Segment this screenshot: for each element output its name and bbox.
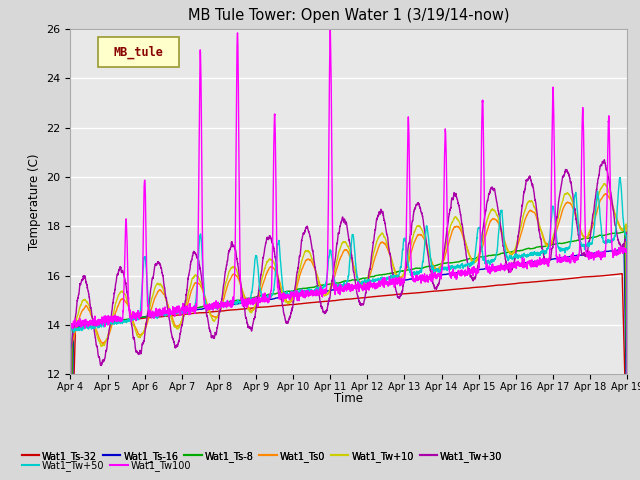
Wat1_Tw+30 — [623, 230, 630, 236]
Wat1_Ts-32 — [505, 281, 513, 287]
Wat1_Tw+30 — [600, 157, 608, 163]
Wat1_Tw100 — [166, 309, 174, 315]
Wat1_Ts0 — [623, 311, 630, 317]
Wat1_Tw100 — [506, 263, 513, 268]
Wat1_Ts-32 — [618, 271, 626, 276]
Wat1_Tw+50 — [616, 175, 623, 180]
Wat1_Ts-32 — [328, 298, 336, 304]
Wat1_Ts0 — [328, 282, 336, 288]
Wat1_Ts-16 — [328, 287, 336, 293]
Wat1_Tw+30 — [443, 229, 451, 235]
Wat1_Tw+10 — [166, 312, 174, 318]
Wat1_Tw+50 — [328, 255, 336, 261]
Wat1_Tw100 — [623, 389, 631, 395]
Wat1_Ts-16 — [505, 262, 513, 268]
Wat1_Ts-32 — [474, 284, 481, 290]
Legend: Wat1_Tw+50, Wat1_Tw100: Wat1_Tw+50, Wat1_Tw100 — [18, 456, 195, 475]
Title: MB Tule Tower: Open Water 1 (3/19/14-now): MB Tule Tower: Open Water 1 (3/19/14-now… — [188, 9, 509, 24]
Wat1_Ts-8 — [328, 281, 336, 287]
Wat1_Ts-8 — [623, 383, 630, 388]
Wat1_Tw+30 — [474, 264, 481, 270]
Wat1_Ts-16 — [620, 246, 628, 252]
Line: Wat1_Ts-16: Wat1_Ts-16 — [70, 249, 627, 480]
Wat1_Tw+50 — [623, 237, 630, 242]
Wat1_Tw+50 — [67, 463, 74, 469]
Wat1_Tw+50 — [623, 410, 631, 416]
Wat1_Tw100 — [328, 189, 336, 194]
Line: Wat1_Ts-8: Wat1_Ts-8 — [70, 232, 627, 480]
Y-axis label: Temperature (C): Temperature (C) — [28, 153, 41, 250]
Wat1_Tw100 — [326, 25, 334, 31]
Wat1_Ts-16 — [166, 311, 174, 316]
Wat1_Tw+50 — [505, 255, 513, 261]
Wat1_Tw+10 — [623, 429, 631, 435]
Wat1_Ts-8 — [623, 437, 631, 443]
Wat1_Ts-32 — [623, 439, 630, 445]
X-axis label: Time: Time — [334, 392, 364, 405]
Wat1_Tw+10 — [474, 255, 481, 261]
Wat1_Tw+50 — [443, 266, 451, 272]
Line: Wat1_Tw100: Wat1_Tw100 — [70, 28, 627, 439]
Wat1_Tw+10 — [623, 280, 630, 286]
Wat1_Tw+50 — [474, 229, 481, 235]
Legend: Wat1_Ts-32, Wat1_Ts-16, Wat1_Ts-8, Wat1_Ts0, Wat1_Tw+10, Wat1_Tw+30: Wat1_Ts-32, Wat1_Ts-16, Wat1_Ts-8, Wat1_… — [18, 447, 506, 466]
Text: MB_tule: MB_tule — [114, 46, 164, 59]
Line: Wat1_Ts0: Wat1_Ts0 — [70, 194, 627, 480]
Line: Wat1_Tw+10: Wat1_Tw+10 — [70, 184, 627, 480]
Line: Wat1_Tw+30: Wat1_Tw+30 — [70, 160, 627, 480]
Wat1_Ts-8 — [166, 310, 174, 315]
Wat1_Tw100 — [474, 269, 481, 275]
Wat1_Ts-16 — [623, 448, 631, 454]
Wat1_Tw+30 — [166, 324, 174, 329]
Wat1_Tw100 — [67, 436, 74, 442]
Wat1_Ts-32 — [166, 313, 174, 319]
Wat1_Ts-32 — [623, 464, 631, 470]
Wat1_Ts0 — [505, 250, 513, 255]
Wat1_Ts0 — [623, 422, 631, 428]
Wat1_Ts-16 — [474, 267, 481, 273]
Wat1_Ts-8 — [505, 249, 513, 255]
Wat1_Tw+30 — [623, 393, 631, 399]
Wat1_Tw+50 — [166, 311, 174, 317]
Wat1_Tw+10 — [443, 239, 451, 245]
Wat1_Ts-8 — [474, 254, 481, 260]
Wat1_Tw+30 — [505, 269, 513, 275]
Wat1_Ts-8 — [620, 229, 628, 235]
Wat1_Tw+30 — [328, 279, 336, 285]
Line: Wat1_Ts-32: Wat1_Ts-32 — [70, 274, 627, 480]
Line: Wat1_Tw+50: Wat1_Tw+50 — [70, 178, 627, 466]
Wat1_Ts-32 — [443, 288, 451, 293]
Wat1_Ts0 — [602, 191, 609, 197]
Wat1_Tw+10 — [328, 278, 336, 284]
Wat1_Ts-16 — [443, 271, 451, 277]
Wat1_Tw+10 — [600, 181, 608, 187]
Wat1_Ts0 — [474, 257, 481, 263]
Wat1_Ts-16 — [623, 406, 630, 412]
Wat1_Ts0 — [166, 310, 174, 315]
FancyBboxPatch shape — [99, 37, 179, 67]
Wat1_Ts-8 — [443, 260, 451, 266]
Wat1_Tw100 — [443, 192, 451, 198]
Wat1_Tw100 — [623, 247, 630, 253]
Wat1_Tw+10 — [505, 249, 513, 255]
Wat1_Ts0 — [443, 247, 451, 252]
